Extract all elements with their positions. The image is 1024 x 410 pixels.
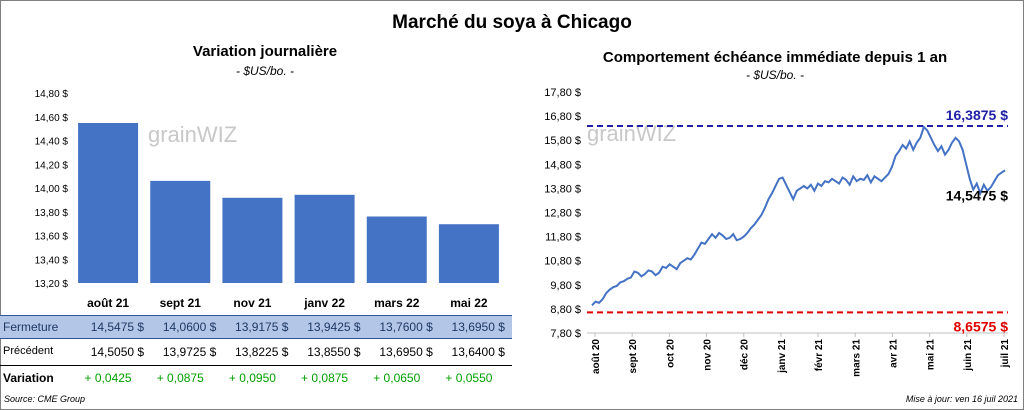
y-tick-label: 13,80 $ [35, 208, 69, 219]
y-tick-label: 7,80 $ [550, 328, 581, 340]
table-cell: + 0,0650 [373, 371, 421, 385]
update-note: Mise à jour: ven 16 juil 2021 [905, 394, 1018, 404]
x-tick-label: juil 21 [1000, 339, 1011, 369]
x-category-label: mai 22 [450, 296, 488, 310]
y-tick-label: 13,60 $ [35, 232, 69, 243]
x-tick-label: févr 21 [814, 339, 825, 372]
x-tick-label: nov 20 [703, 339, 714, 371]
row-label: Fermeture [3, 320, 59, 334]
bar [366, 216, 427, 283]
watermark: grainWIZ [587, 121, 676, 146]
y-tick-label: 17,80 $ [544, 87, 581, 99]
y-tick-label: 10,80 $ [544, 256, 581, 268]
table-cell: + 0,0425 [84, 371, 132, 385]
y-tick-label: 13,80 $ [544, 183, 581, 195]
bar [78, 122, 139, 283]
bar [150, 180, 211, 283]
x-tick-label: avr 21 [888, 339, 899, 368]
source-note: Source: CME Group [4, 394, 86, 404]
x-tick-label: oct 20 [665, 339, 676, 368]
table-cell: + 0,0875 [156, 371, 204, 385]
table-cell: 13,9425 $ [307, 320, 361, 334]
x-category-label: nov 21 [233, 296, 271, 310]
table-cell: 13,6950 $ [379, 345, 433, 359]
y-tick-label: 12,80 $ [544, 208, 581, 220]
bar-chart: 13,20 $ 13,40 $ 13,60 $ 13,80 $ 14,00 $ 14,20… [35, 89, 499, 310]
table-cell: 13,9725 $ [162, 345, 217, 359]
y-tick-label: 13,40 $ [35, 255, 69, 266]
y-tick-label: 13,20 $ [35, 279, 69, 290]
table-cell: 13,8550 $ [307, 345, 361, 359]
main-title: Marché du soya à Chicago [392, 12, 632, 33]
max-label: 16,3875 $ [946, 107, 1008, 123]
y-tick-label: 15,80 $ [544, 135, 581, 147]
table-row-precedent: Précédent 14,5050 $ 13,9725 $ 13,8225 $ 13,… [0, 340, 512, 364]
y-tick-label: 8,80 $ [550, 304, 581, 316]
x-category-label: sept 21 [160, 296, 202, 310]
y-tick-label: 14,40 $ [35, 137, 69, 148]
x-category-label: janv 22 [303, 296, 345, 310]
right-panel-title: Comportement échéance immédiate depuis 1… [602, 49, 948, 66]
table-cell: + 0,0875 [301, 371, 349, 385]
table-row-fermeture: Fermeture 14,5475 $ 14,0600 $ 13,9175 $ 13,… [0, 315, 512, 339]
y-tick-label: 9,80 $ [550, 280, 581, 292]
x-tick-label: sept 20 [628, 339, 639, 374]
table-cell: 14,5050 $ [90, 345, 145, 359]
table-cell: 13,6950 $ [451, 320, 505, 334]
series-line [591, 125, 1006, 306]
bar [294, 194, 355, 283]
y-tick-label: 14,60 $ [35, 113, 69, 124]
table-cell: 13,7600 $ [379, 320, 433, 334]
table-cell: 14,5475 $ [90, 320, 145, 334]
x-tick-label: mai 21 [926, 339, 937, 371]
watermark: grainWIZ [148, 122, 237, 147]
table-row-variation: Variation + 0,0425 + 0,0875 + 0,0950 + 0,08… [0, 365, 512, 390]
table-cell: + 0,0550 [445, 371, 493, 385]
left-panel-title: Variation journalière [192, 43, 338, 60]
table-cell: 13,9175 $ [235, 320, 289, 334]
x-category-label: août 21 [87, 296, 129, 310]
x-tick-label: juin 21 [963, 339, 974, 372]
table-cell: 13,8225 $ [235, 345, 289, 359]
y-tick-label: 14,20 $ [35, 160, 69, 171]
bar [438, 224, 499, 283]
min-label: 8,6575 $ [954, 318, 1009, 334]
table-cell: + 0,0950 [228, 371, 276, 385]
x-tick-label: mars 21 [851, 339, 862, 377]
line-chart: 7,80 $ 8,80 $ 9,80 $ 10,80 $ 11,80 $ 12,80 $ 1… [544, 87, 1011, 377]
x-tick-label: janv 21 [777, 339, 788, 374]
row-label: Variation [3, 371, 54, 385]
y-tick-label: 14,80 $ [35, 89, 69, 100]
bar [222, 197, 283, 283]
x-tick-label: déc 20 [740, 339, 751, 371]
x-tick-label: août 20 [591, 339, 602, 374]
y-tick-label: 14,80 $ [544, 159, 581, 171]
table-cell: 14,0600 $ [162, 320, 217, 334]
table-cell: 13,6400 $ [451, 345, 505, 359]
x-category-label: mars 22 [374, 296, 420, 310]
left-panel-subtitle: - $US/bo. - [235, 64, 295, 78]
y-tick-label: 11,80 $ [545, 232, 581, 244]
last-value-label: 14,5475 $ [946, 187, 1008, 203]
y-tick-label: 16,80 $ [544, 111, 581, 123]
right-panel-subtitle: - $US/bo. - [745, 68, 805, 82]
row-label: Précédent [3, 345, 54, 357]
y-tick-label: 14,00 $ [35, 184, 69, 195]
